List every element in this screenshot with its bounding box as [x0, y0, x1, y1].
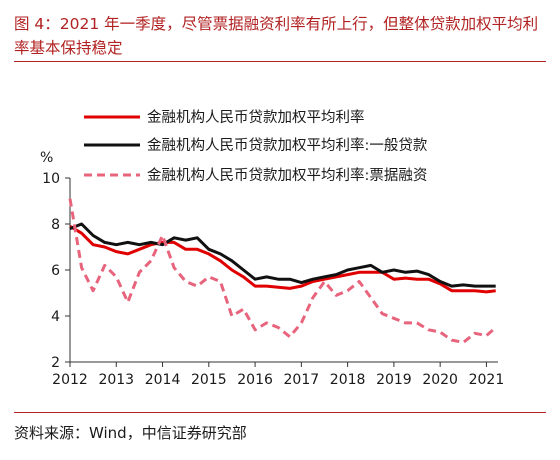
x-tick-label: 2020: [422, 372, 458, 388]
legend-label-1: 金融机构人民币贷款加权平均利率: [147, 109, 365, 126]
x-tick-label: 2013: [98, 372, 134, 388]
x-tick-label: 2015: [191, 372, 227, 388]
x-tick-label: 2016: [237, 372, 273, 388]
chart-legend: 金融机构人民币贷款加权平均利率金融机构人民币贷款加权平均利率:一般贷款金融机构人…: [84, 109, 428, 184]
y-tick-label: 8: [51, 217, 60, 233]
y-axis: 2 4 6 8 10: [42, 171, 71, 371]
series-line-3: [68, 198, 497, 344]
y-tick-label: 2: [51, 355, 60, 371]
source-divider: [14, 412, 546, 413]
title-divider: [14, 61, 546, 62]
x-tick-label: 2021: [469, 372, 505, 388]
y-axis-unit-label: %: [40, 150, 53, 166]
x-axis: 2012 2013 2014 2015 2016 2017 2018 2019 2020 2021: [52, 361, 505, 388]
x-tick-label: 2014: [145, 372, 181, 388]
y-tick-label: 10: [42, 171, 60, 187]
y-tick-label: 6: [51, 263, 60, 279]
x-tick-label: 2018: [330, 372, 366, 388]
figure-title: 图 4：2021 年一季度，尽管票据融资利率有所上行，但整体贷款加权平均利率基本…: [14, 15, 539, 57]
x-tick-label: 2017: [284, 372, 320, 388]
legend-label-2: 金融机构人民币贷款加权平均利率:一般贷款: [147, 137, 428, 154]
x-tick-label: 2019: [376, 372, 412, 388]
chart-series: [68, 198, 497, 344]
series-line-2: [69, 222, 496, 288]
y-tick-label: 4: [51, 309, 60, 325]
series-line-1: [69, 225, 496, 294]
line-chart: 金融机构人民币贷款加权平均利率金融机构人民币贷款加权平均利率:一般贷款金融机构人…: [40, 109, 505, 388]
legend-label-3: 金融机构人民币贷款加权平均利率:票据融资: [147, 167, 427, 184]
x-tick-label: 2012: [52, 372, 88, 388]
source-note: 资料来源：Wind，中信证券研究部: [14, 424, 247, 442]
